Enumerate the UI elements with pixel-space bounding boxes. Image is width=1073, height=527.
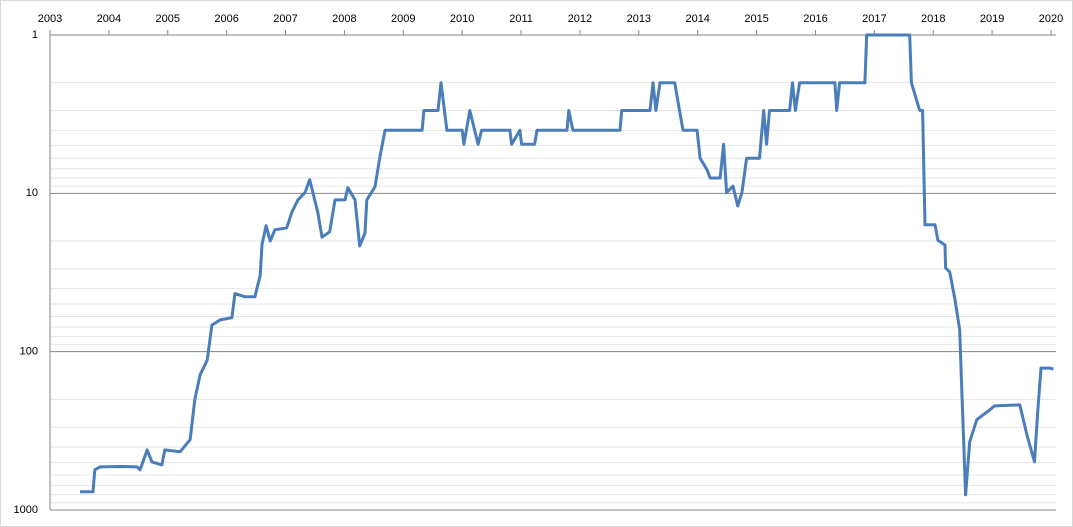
x-tick-label: 2017 xyxy=(862,13,886,25)
x-tick-label: 2005 xyxy=(156,13,180,25)
x-tick-label: 2006 xyxy=(214,13,238,25)
x-tick-label: 2018 xyxy=(921,13,945,25)
x-tick-label: 2011 xyxy=(509,13,533,25)
y-tick-label: 10 xyxy=(26,187,38,199)
y-tick-label: 1000 xyxy=(14,504,38,516)
x-tick-label: 2012 xyxy=(568,13,592,25)
x-tick-label: 2019 xyxy=(980,13,1004,25)
x-tick-label: 2013 xyxy=(627,13,651,25)
data-line xyxy=(80,33,1054,497)
y-tick-label: 100 xyxy=(20,346,38,358)
x-tick-label: 2003 xyxy=(38,13,62,25)
x-tick-label: 2008 xyxy=(332,13,356,25)
x-tick-label: 2004 xyxy=(97,13,121,25)
x-tick-label: 2014 xyxy=(685,13,709,25)
x-tick-label: 2020 xyxy=(1039,13,1063,25)
x-tick-label: 2007 xyxy=(273,13,297,25)
x-tick-label: 2010 xyxy=(450,13,474,25)
x-tick-label: 2016 xyxy=(803,13,827,25)
x-tick-label: 2009 xyxy=(391,13,415,25)
x-tick-label: 2015 xyxy=(744,13,768,25)
y-tick-label: 1 xyxy=(32,29,38,41)
